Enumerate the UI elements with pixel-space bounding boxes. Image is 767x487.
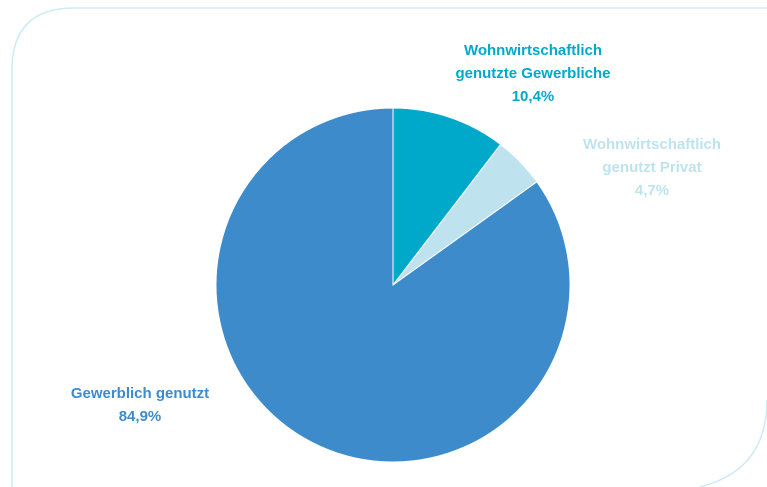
frame-border xyxy=(11,7,767,487)
category-label: Gewerblich genutzt xyxy=(70,385,210,402)
value-label: 10,4% xyxy=(511,88,555,105)
category-label: Wohnwirtschaftlich genutzt Privat xyxy=(582,136,722,176)
category-label: Wohnwirtschaftlich genutzte Gewerbliche xyxy=(455,42,611,82)
value-label: 4,7% xyxy=(634,182,670,199)
slice-label: Gewerblich genutzt 84,9% xyxy=(30,382,250,428)
slice-label: Wohnwirtschaftlich genutzte Gewerbliche 1… xyxy=(443,39,623,108)
value-label: 84,9% xyxy=(118,408,162,425)
pie-slice xyxy=(392,107,502,287)
slice-label: Wohnwirtschaftlich genutzt Privat 4,7% xyxy=(572,133,732,202)
frame-border xyxy=(699,399,767,487)
pie-slice xyxy=(215,107,571,463)
